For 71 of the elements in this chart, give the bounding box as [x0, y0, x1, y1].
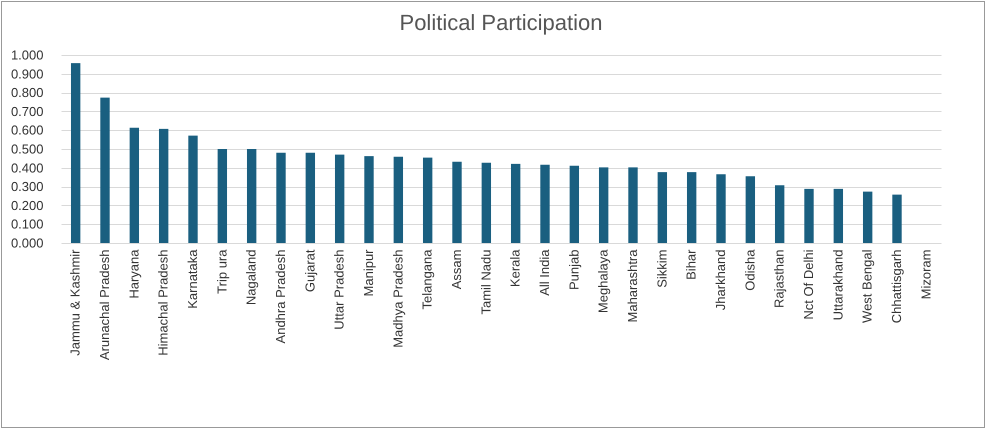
x-tick-label: West Bengal: [860, 249, 875, 323]
bar: [188, 136, 198, 243]
x-tick-label: Odisha: [742, 248, 758, 291]
y-tick-label: 0.300: [10, 179, 44, 194]
x-tick-label: Arunachal Pradesh: [97, 250, 112, 360]
bar: [510, 164, 520, 243]
y-tick-label: 0.900: [10, 66, 44, 82]
x-tick-label: Telangana: [420, 248, 435, 310]
bar: [716, 174, 726, 243]
x-tick-label: Chhattisgarh: [889, 250, 904, 324]
bar: [834, 188, 844, 243]
bar: [306, 152, 316, 243]
bar: [746, 176, 756, 243]
bar: [892, 194, 902, 243]
bar: [276, 152, 286, 243]
x-tick-label: Madhya Pradesh: [390, 250, 406, 348]
bar: [334, 154, 344, 243]
x-tick-label: Rajasthan: [772, 250, 787, 308]
y-tick-label: 0.600: [10, 122, 44, 138]
x-tick-label: Sikkim: [654, 250, 670, 288]
bar: [628, 167, 638, 243]
x-tick-label: Himachal Pradesh: [156, 250, 171, 356]
y-tick-label: 0.000: [10, 236, 44, 250]
x-tick-label: Tamil Nadu: [478, 250, 494, 315]
x-tick-label: All India: [537, 248, 552, 296]
bar: [452, 162, 462, 243]
bar: [364, 156, 374, 243]
chart-title: Political Participation: [400, 10, 602, 35]
x-tick-label: Uttar Pradesh: [332, 250, 347, 330]
x-tick-label: Nagaland: [244, 250, 259, 306]
x-tick-label: Meghalaya: [596, 248, 611, 314]
y-tick-label: 0.700: [10, 104, 44, 119]
y-tick-label: 0.800: [10, 85, 44, 100]
bar: [246, 149, 256, 243]
x-tick-label: Bihar: [684, 248, 699, 280]
bar: [130, 128, 140, 243]
bar: [218, 149, 228, 243]
bar: [394, 156, 404, 243]
x-tick-label: Gujarat: [302, 249, 318, 292]
bar: [686, 172, 696, 243]
x-tick-label: Jharkhand: [713, 250, 728, 310]
x-tick-label: Kerala: [508, 248, 523, 288]
y-tick-label: 0.500: [10, 142, 44, 156]
x-tick-label: Mizoram: [918, 250, 934, 300]
bar: [804, 188, 814, 243]
x-tick-label: Maharashtra: [625, 248, 640, 322]
bar: [482, 162, 492, 243]
x-tick-label: Manipur: [361, 248, 376, 296]
x-tick-label: Karnataka: [185, 248, 200, 309]
bar: [598, 167, 608, 243]
x-tick-label: Jammu & Kashmir: [68, 248, 83, 356]
x-tick-label: Andhra Pradesh: [273, 250, 288, 344]
bar: [570, 166, 580, 243]
bar: [540, 164, 550, 243]
bar: [100, 98, 110, 243]
bar: [70, 63, 80, 243]
x-tick-label: Haryana: [126, 248, 142, 299]
x-tick-label: Nct Of Delhi: [801, 249, 816, 320]
bar: [658, 172, 668, 243]
y-tick-label: 0.400: [10, 160, 44, 176]
x-tick-label: Assam: [449, 250, 464, 290]
y-tick-label: 0.100: [10, 216, 44, 232]
y-tick-label: 0.200: [10, 198, 44, 213]
bar: [774, 185, 784, 243]
y-tick-label: 1.000: [10, 48, 44, 62]
bar: [862, 192, 872, 243]
bar: [422, 158, 432, 243]
bar: [158, 128, 168, 243]
x-tick-label: Uttarakhand: [830, 250, 846, 320]
x-tick-label: Punjab: [566, 250, 582, 290]
x-tick-label: Trip ura: [214, 248, 230, 294]
